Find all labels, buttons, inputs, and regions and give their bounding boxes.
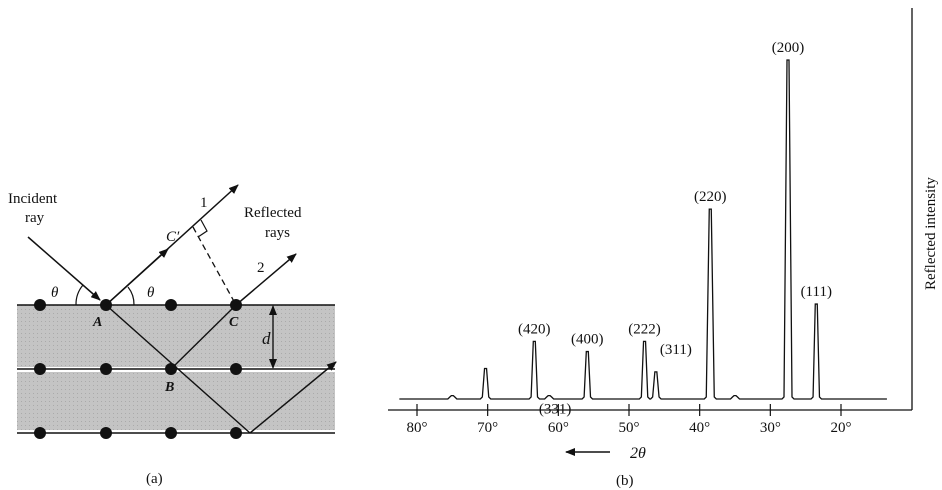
caption-b: (b) (616, 473, 634, 489)
spacing-d-label: d (262, 329, 271, 348)
x-tick-label: 70° (477, 420, 498, 436)
reflected-ray-2 (235, 253, 297, 306)
incident-ray (27, 236, 101, 301)
theta-label-incident: θ (51, 285, 59, 301)
x-tick-label: 20° (831, 420, 852, 436)
right-angle-mark (197, 219, 208, 238)
peak-label: (400) (571, 332, 604, 348)
reflected-label-line1: Reflected (244, 205, 302, 221)
ray-2-label: 2 (257, 260, 265, 276)
perpendicular-dashed (192, 226, 237, 306)
reflected-label-line2: rays (265, 225, 290, 241)
x-tick-label: 60° (548, 420, 569, 436)
point-a-label: A (92, 315, 102, 330)
peak-label: (331) (539, 402, 572, 418)
crystal-band-top (17, 305, 335, 367)
ray-lower-exit (249, 361, 337, 434)
y-axis-label: Reflected intensity (923, 177, 939, 290)
ray-1-label: 1 (200, 195, 208, 211)
peak-label: (200) (772, 40, 805, 56)
theta-arc-reflected (127, 286, 135, 306)
peak-label: (420) (518, 321, 551, 337)
x-tick-label: 50° (619, 420, 640, 436)
x-tick-label: 40° (689, 420, 710, 436)
crystal-band-bottom (17, 372, 335, 430)
reflected-ray-1-midarrow (105, 248, 169, 306)
point-b-label: B (164, 380, 174, 395)
peak-label: (222) (628, 321, 661, 337)
x-tick-labels: 80° 70° 60° 50° 40° 30° 20° (407, 420, 852, 436)
point-c-label: C (229, 315, 239, 330)
x-axis-label: 2θ (630, 445, 646, 462)
peak-label: (220) (694, 189, 727, 205)
x-ticks (416, 404, 842, 416)
caption-a: (a) (146, 471, 163, 487)
theta-arc-incident (75, 284, 84, 306)
point-c-prime-label: C′ (166, 229, 180, 245)
panel-b-xrd-pattern: Reflected intensity 80° 70° 60° 50° 40° 30° 20… (388, 8, 939, 489)
x-tick-label: 80° (407, 420, 428, 436)
incident-ray-continued (105, 304, 251, 434)
peak-labels: (111) (200) (220) (311) (222) (400) (331) (420) (518, 40, 832, 418)
incident-label-line1: Incident (8, 191, 58, 207)
peak-label: (111) (801, 284, 832, 300)
incident-label-line2: ray (25, 210, 45, 226)
panel-a-diagram: Incident ray Reflected rays 1 2 C′ θ θ A… (8, 184, 337, 487)
peak-label: (311) (660, 342, 692, 358)
xrd-pattern-line (399, 59, 887, 400)
x-tick-label: 30° (760, 420, 781, 436)
theta-label-reflected: θ (147, 285, 155, 301)
ray-path-b-to-c (170, 304, 237, 370)
